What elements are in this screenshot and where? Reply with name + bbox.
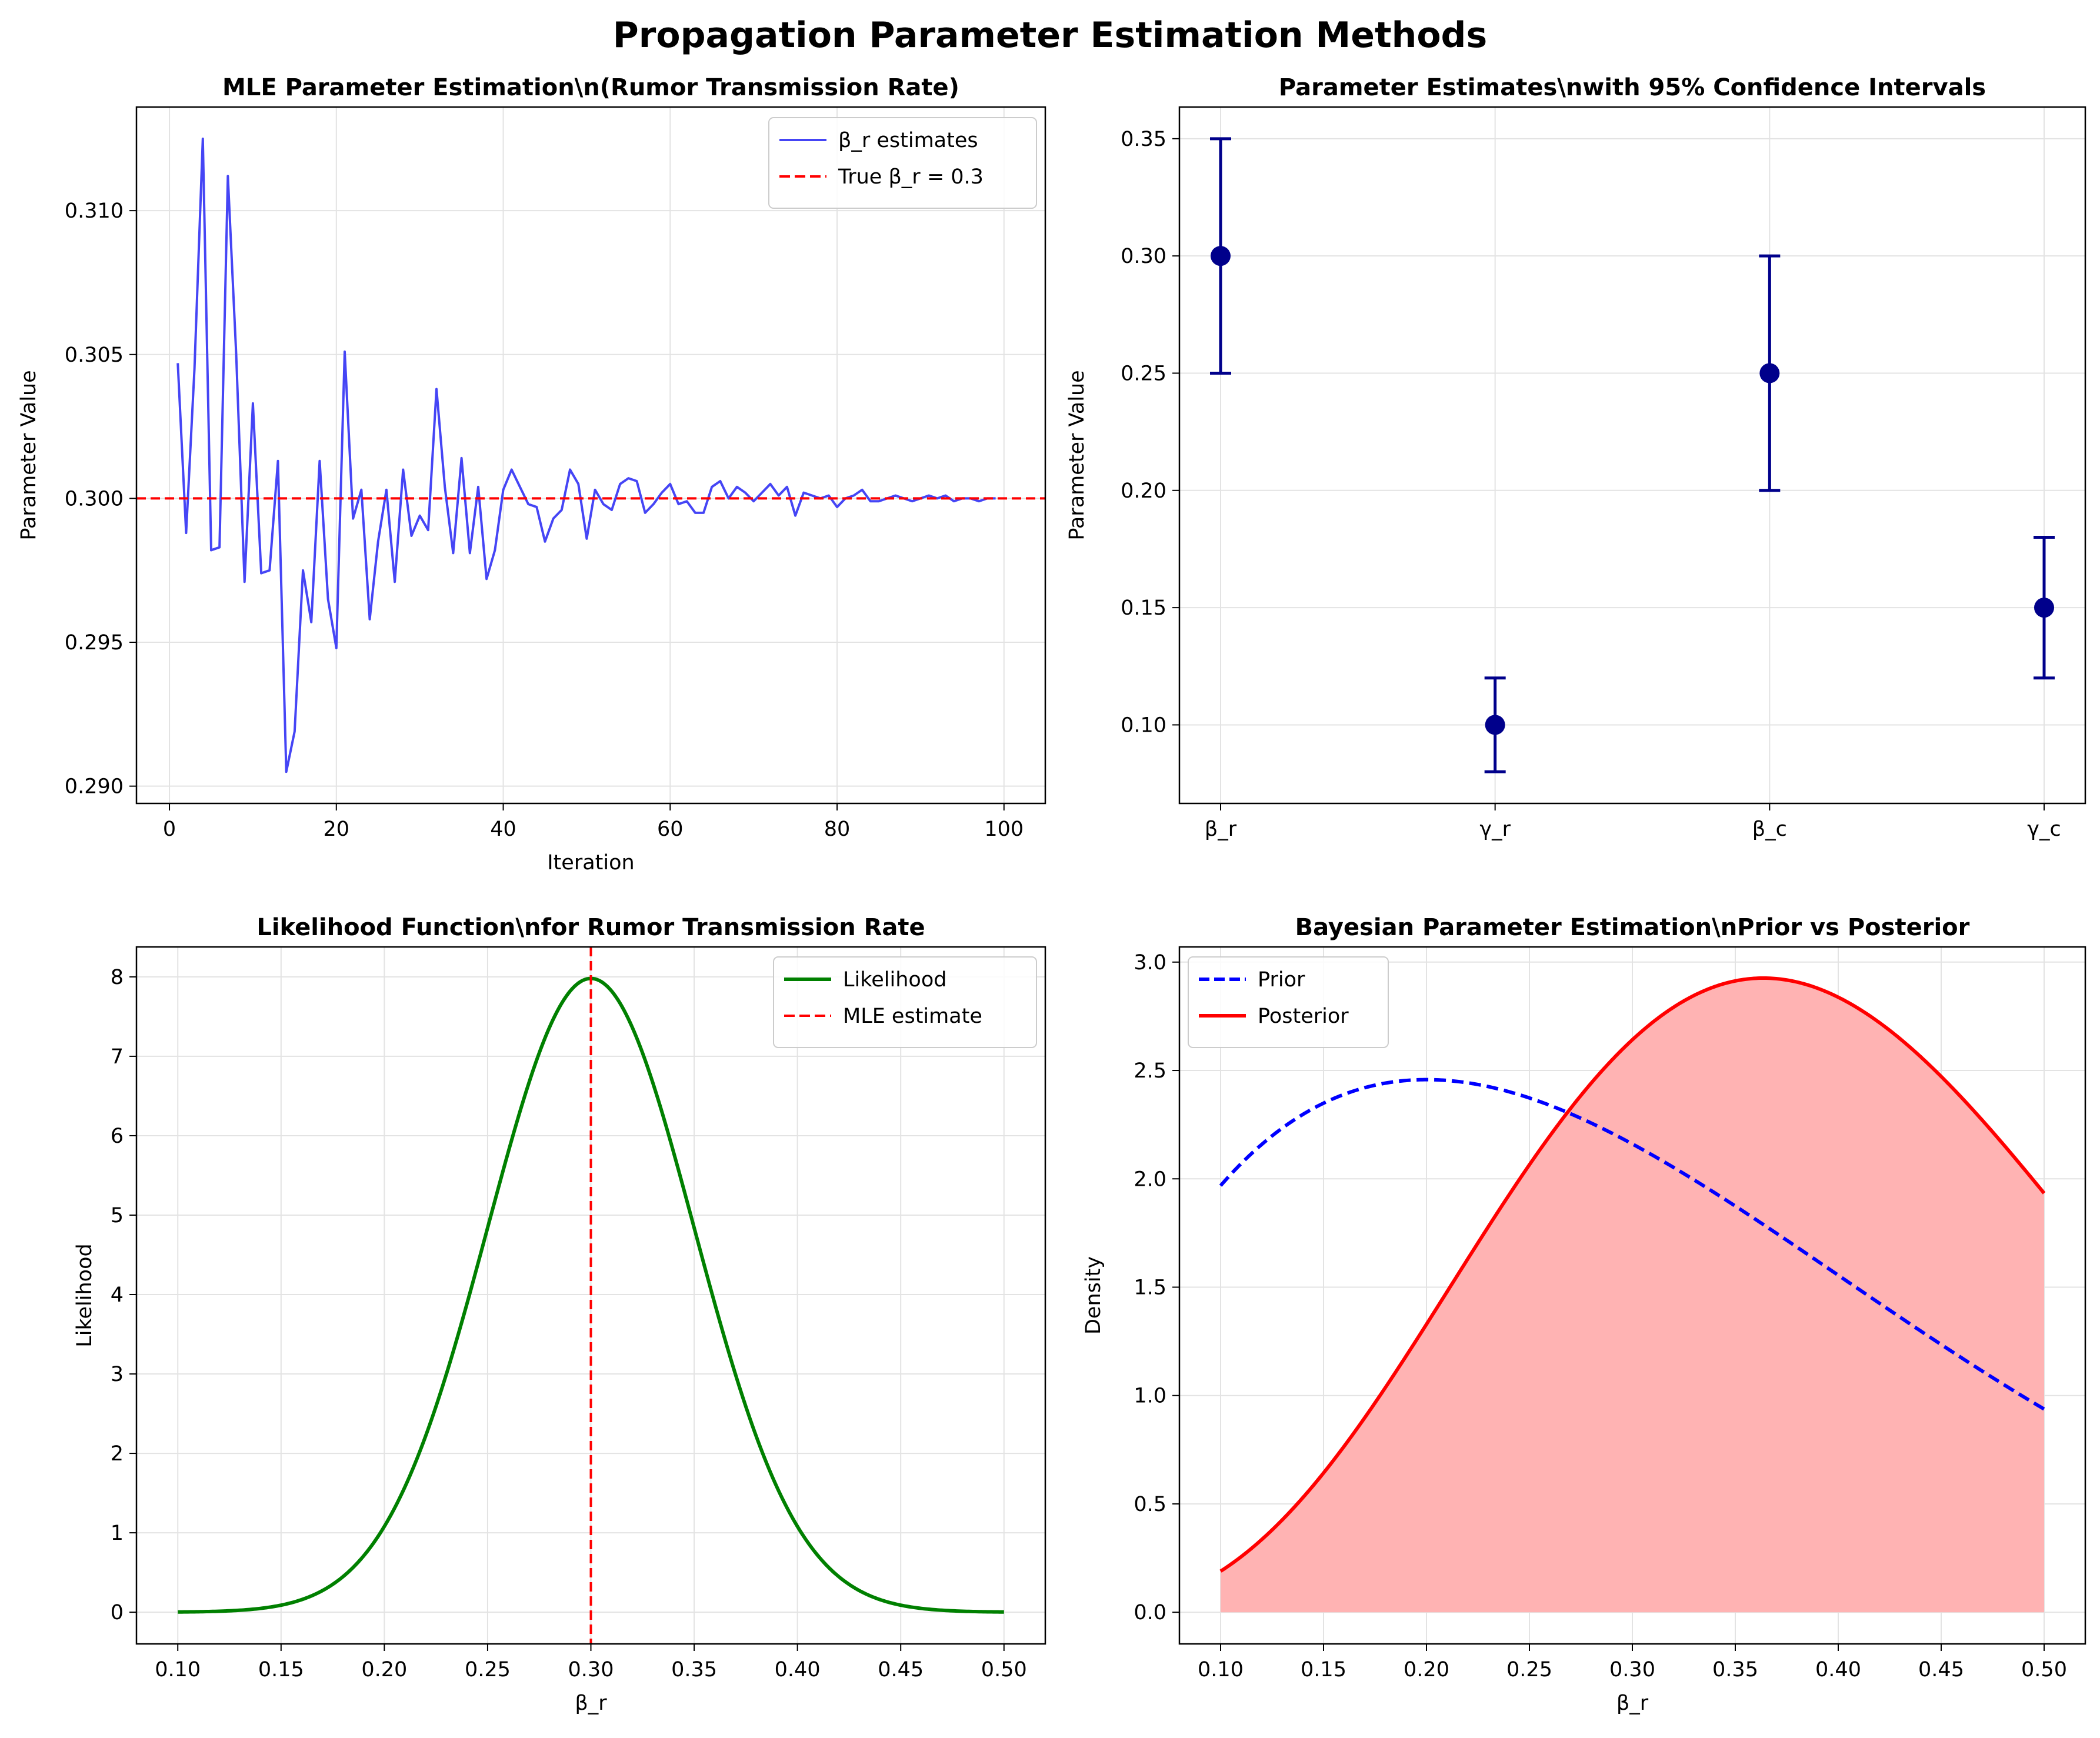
y-axis-label: Parameter Value (17, 370, 41, 540)
y-tick-label: 0.25 (1121, 362, 1166, 385)
y-tick-label: 0.10 (1121, 713, 1166, 737)
x-tick-label: 0.10 (155, 1658, 201, 1682)
y-tick-label: 0.35 (1121, 128, 1166, 151)
x-tick-label: 0.30 (1609, 1658, 1655, 1682)
posterior-fill (1221, 978, 2044, 1613)
legend-label: MLE estimate (843, 1005, 982, 1028)
y-tick-label: 2.5 (1134, 1059, 1166, 1083)
y-axis-label: Parameter Value (1065, 370, 1089, 540)
y-tick-label: 0.295 (65, 631, 124, 655)
x-tick-label: 0.35 (671, 1658, 717, 1682)
prior-curve (1219, 1078, 2045, 1411)
x-tick-label: 0.40 (1815, 1658, 1861, 1682)
x-axis-label: β_r (575, 1692, 607, 1715)
x-tick-label: 0.50 (2021, 1658, 2067, 1682)
y-tick-label: 0.5 (1134, 1493, 1166, 1516)
x-tick-label: 40 (490, 818, 516, 841)
bayesian-chart: 0.10 0.15 0.20 0.25 0.30 0.35 0.40 0.45 0.50 0.0 0… (1082, 914, 2086, 1715)
y-tick-label: 0.20 (1121, 479, 1166, 503)
chart-title: Parameter Estimates\nwith 95% Confidence… (1279, 74, 1986, 101)
legend-box (768, 117, 1037, 209)
x-tick-label: 0.50 (981, 1658, 1027, 1682)
chart-title: MLE Parameter Estimation\n(Rumor Transmi… (222, 74, 959, 101)
estimates-line (176, 137, 996, 773)
x-tick-label: 0.30 (568, 1658, 614, 1682)
x-axis-label: Iteration (547, 851, 634, 875)
estimate-point (1211, 246, 1231, 266)
legend-label: Posterior (1258, 1005, 1349, 1028)
y-axis-label: Likelihood (73, 1243, 96, 1347)
y-tick-label: 0.0 (1134, 1601, 1166, 1624)
y-tick-label: 0.30 (1121, 245, 1166, 268)
legend-label: Prior (1258, 968, 1305, 992)
x-tick-label: 0.40 (775, 1658, 821, 1682)
figure-suptitle: Propagation Parameter Estimation Methods (613, 15, 1487, 56)
estimate-point (2034, 598, 2054, 618)
y-tick-label: 4 (111, 1283, 124, 1307)
x-tick-label: β_r (1205, 818, 1237, 841)
y-tick-label: 3.0 (1134, 951, 1166, 975)
x-tick-label: 0 (163, 818, 176, 841)
x-tick-label: 100 (984, 818, 1024, 841)
legend-label: β_r estimates (838, 129, 978, 152)
y-tick-label: 1 (111, 1522, 124, 1545)
y-axis-label: Density (1082, 1256, 1105, 1335)
x-tick-label: 60 (657, 818, 684, 841)
x-tick-label: 0.45 (878, 1658, 924, 1682)
y-tick-label: 2.0 (1134, 1167, 1166, 1191)
y-tick-label: 3 (111, 1363, 124, 1386)
y-tick-label: 7 (111, 1045, 124, 1069)
x-tick-label: 0.15 (1301, 1658, 1346, 1682)
chart-title: Bayesian Parameter Estimation\nPrior vs … (1295, 914, 1970, 941)
y-tick-label: 5 (111, 1204, 124, 1227)
x-tick-label: 0.25 (1506, 1658, 1552, 1682)
y-tick-label: 2 (111, 1442, 124, 1466)
x-tick-label: γ_c (2027, 818, 2061, 841)
posterior-curve (1219, 976, 2046, 1573)
estimate-point (1485, 715, 1505, 735)
x-tick-label: 0.15 (258, 1658, 304, 1682)
x-tick-label: 0.20 (361, 1658, 407, 1682)
likelihood-chart: 0.10 0.15 0.20 0.25 0.30 0.35 0.40 0.45 0.50 0 1 2 3… (73, 914, 1046, 1715)
legend-label: True β_r = 0.3 (838, 165, 984, 189)
chart-title: Likelihood Function\nfor Rumor Transmiss… (256, 914, 925, 941)
y-tick-label: 1.5 (1134, 1276, 1166, 1299)
y-tick-label: 0.305 (65, 343, 124, 367)
x-tick-label: 0.25 (465, 1658, 511, 1682)
y-tick-label: 0.290 (65, 775, 124, 799)
legend-label: Likelihood (843, 968, 946, 992)
x-tick-label: 80 (824, 818, 851, 841)
x-tick-label: β_c (1752, 818, 1787, 841)
y-tick-label: 8 (111, 966, 124, 989)
x-tick-label: 0.10 (1198, 1658, 1244, 1682)
x-tick-label: 0.20 (1404, 1658, 1449, 1682)
mle-chart: 0 20 40 60 80 100 0.290 0.295 0.300 0.305 0.310 MLE… (17, 74, 1046, 875)
x-tick-label: 0.45 (1918, 1658, 1964, 1682)
plot-frame (135, 106, 1046, 805)
y-tick-label: 0 (111, 1601, 124, 1624)
y-tick-label: 0.15 (1121, 596, 1166, 620)
y-tick-label: 1.0 (1134, 1385, 1166, 1408)
legend-box (773, 956, 1037, 1048)
x-tick-label: 20 (324, 818, 350, 841)
plot-frame (1178, 106, 2086, 805)
estimate-point (1759, 363, 1780, 383)
confidence-interval-chart: β_r γ_r β_c γ_c 0.10 0.15 0.20 0.25 0.30 0.35 Para… (1065, 74, 2086, 841)
x-tick-label: 0.35 (1712, 1658, 1758, 1682)
x-axis-label: β_r (1616, 1692, 1649, 1715)
y-tick-label: 0.310 (65, 199, 124, 223)
y-tick-label: 0.300 (65, 487, 124, 511)
y-tick-label: 6 (111, 1125, 124, 1148)
x-tick-label: γ_r (1479, 818, 1511, 841)
